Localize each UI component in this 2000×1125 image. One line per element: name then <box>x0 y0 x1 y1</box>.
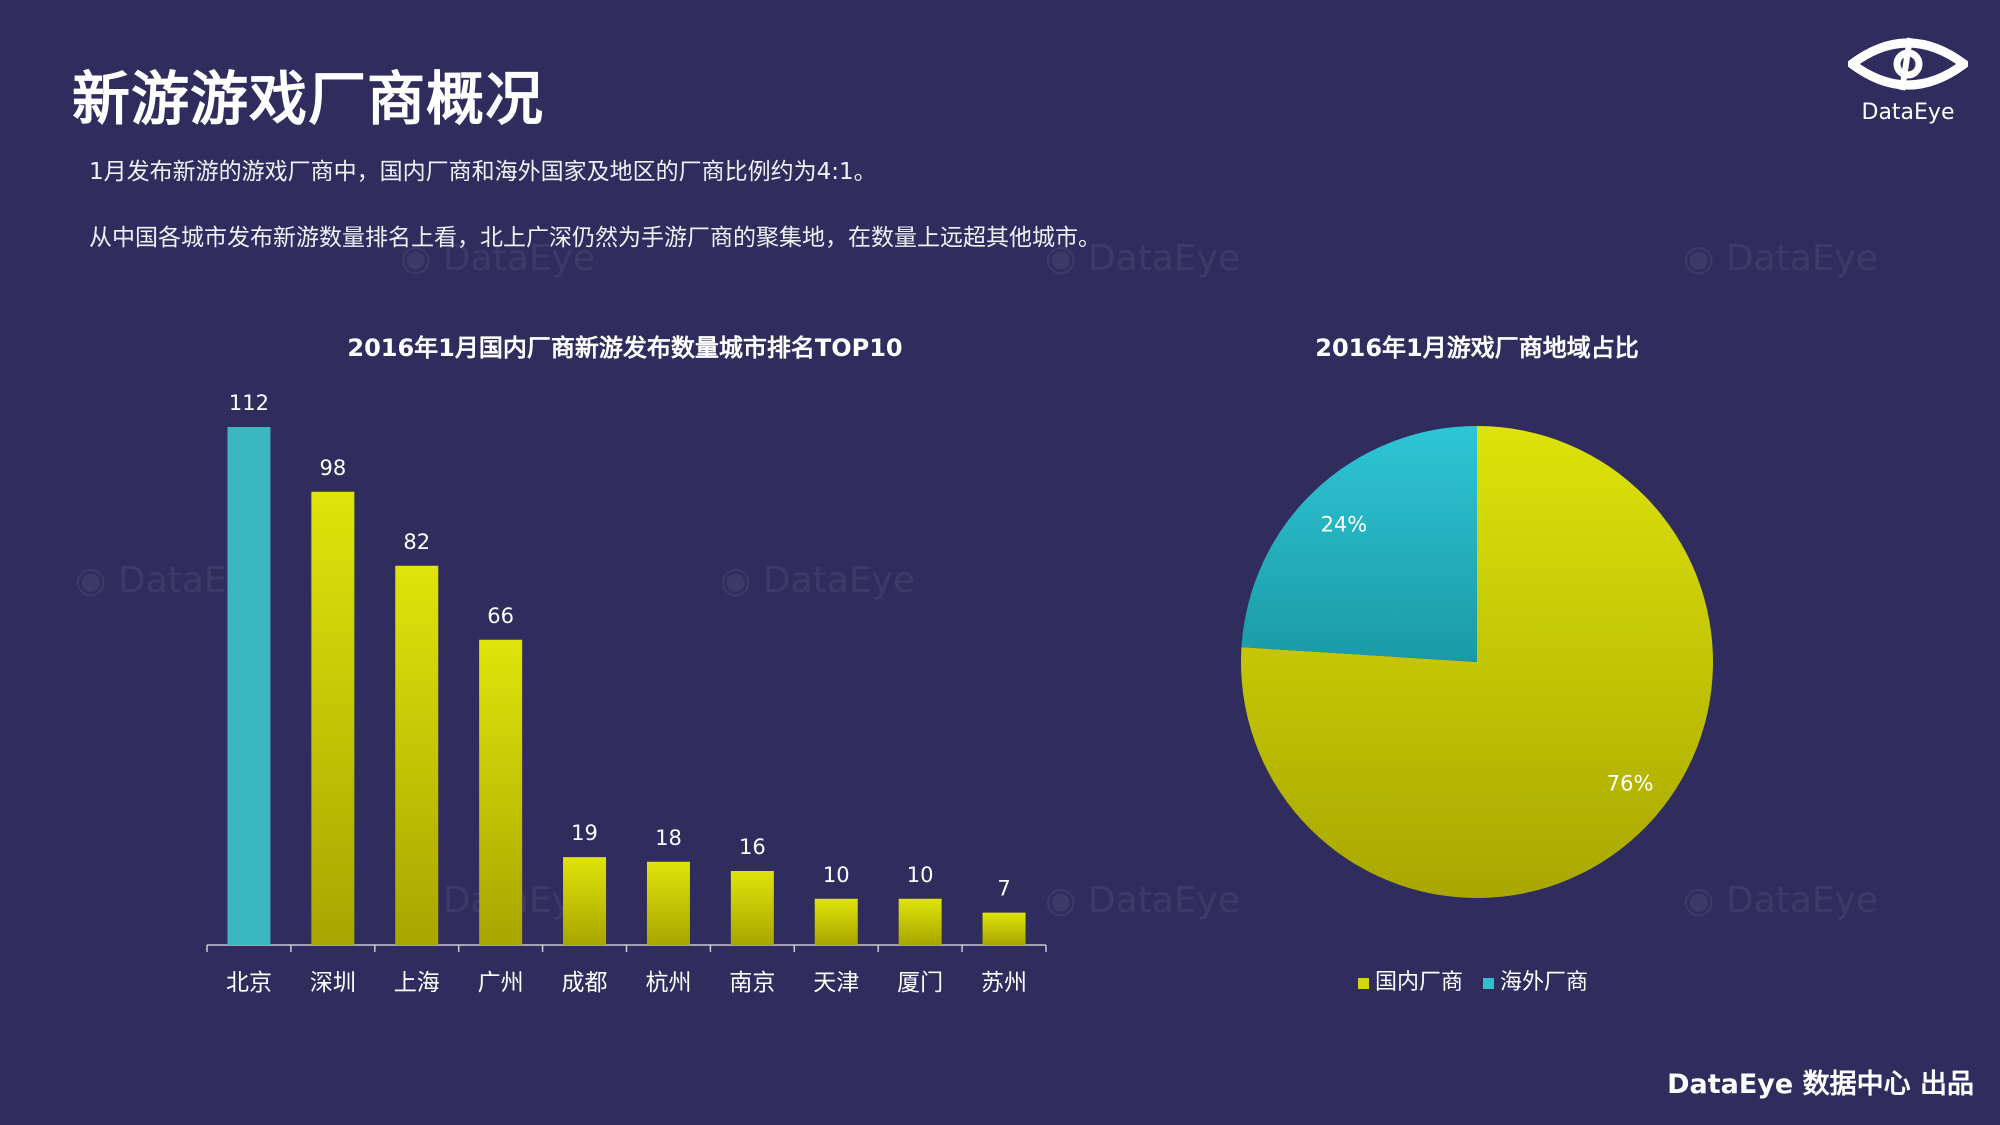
data-label: 82 <box>403 530 430 554</box>
bar-广州 <box>479 639 523 945</box>
legend-label: 国内厂商 <box>1375 970 1464 995</box>
bar-杭州 <box>646 861 690 945</box>
footer-credit: DataEye 数据中心 出品 <box>1667 1069 1974 1100</box>
pie-data-label: 24% <box>1321 513 1368 537</box>
legend-swatch <box>1358 978 1369 989</box>
x-tick-label: 北京 <box>226 970 272 996</box>
data-label: 112 <box>229 391 269 415</box>
logo-text: DataEye <box>1861 100 1955 125</box>
data-label: 18 <box>655 826 682 850</box>
watermark: ◉ DataEye <box>720 560 916 601</box>
bar-北京 <box>227 427 271 945</box>
pie-legend: 国内厂商 海外厂商 <box>1358 964 1588 996</box>
data-label: 10 <box>907 863 934 887</box>
bar-天津 <box>814 898 858 945</box>
x-tick-label: 苏州 <box>981 970 1027 996</box>
page-title: 新游游戏厂商概况 <box>72 65 545 133</box>
x-tick-label: 天津 <box>813 970 859 996</box>
x-tick-label: 南京 <box>729 970 775 996</box>
data-label: 19 <box>571 821 598 845</box>
data-label: 16 <box>739 835 766 859</box>
subtitle-2: 从中国各城市发布新游数量排名上看，北上广深仍然为手游厂商的聚集地，在数量上远超其… <box>89 225 1101 251</box>
legend-swatch <box>1483 978 1495 989</box>
pie-slice-overseas <box>1241 426 1477 662</box>
subtitle-1: 1月发布新游的游戏厂商中，国内厂商和海外国家及地区的厂商比例约为4:1。 <box>89 159 877 185</box>
bar-chart-title: 2016年1月国内厂商新游发布数量城市排名TOP10 <box>347 334 903 362</box>
legend-item-domestic: 国内厂商 <box>1358 964 1463 996</box>
dataeye-logo: DataEye <box>1844 34 1972 125</box>
watermark: ◉ DataEye <box>1045 238 1241 279</box>
watermark: ◉ DataEye <box>1683 238 1879 279</box>
x-tick-label: 深圳 <box>310 970 356 996</box>
x-tick-label: 广州 <box>478 970 524 996</box>
watermark: ◉ DataEye <box>400 238 596 279</box>
data-label: 98 <box>319 456 346 480</box>
bar-南京 <box>730 871 774 945</box>
bar-上海 <box>395 565 439 945</box>
pie-chart-title: 2016年1月游戏厂商地域占比 <box>1315 334 1639 362</box>
data-label: 10 <box>823 863 850 887</box>
x-tick-label: 成都 <box>562 970 608 996</box>
bar-苏州 <box>982 912 1026 945</box>
data-label: 66 <box>487 604 514 628</box>
eye-logo-icon <box>1844 37 1972 91</box>
watermark: ◉ DataEye <box>1045 880 1241 921</box>
bar-成都 <box>563 857 607 945</box>
bar-深圳 <box>311 491 355 945</box>
data-label: 7 <box>997 877 1010 901</box>
legend-label: 海外厂商 <box>1500 970 1589 995</box>
legend-item-overseas: 海外厂商 <box>1483 964 1588 996</box>
x-tick-label: 厦门 <box>897 970 943 996</box>
watermark: ◉ DataEye <box>1683 880 1879 921</box>
bar-厦门 <box>898 898 942 945</box>
x-tick-label: 杭州 <box>645 970 691 996</box>
x-tick-label: 上海 <box>394 970 440 996</box>
pie-data-label: 76% <box>1607 771 1654 795</box>
